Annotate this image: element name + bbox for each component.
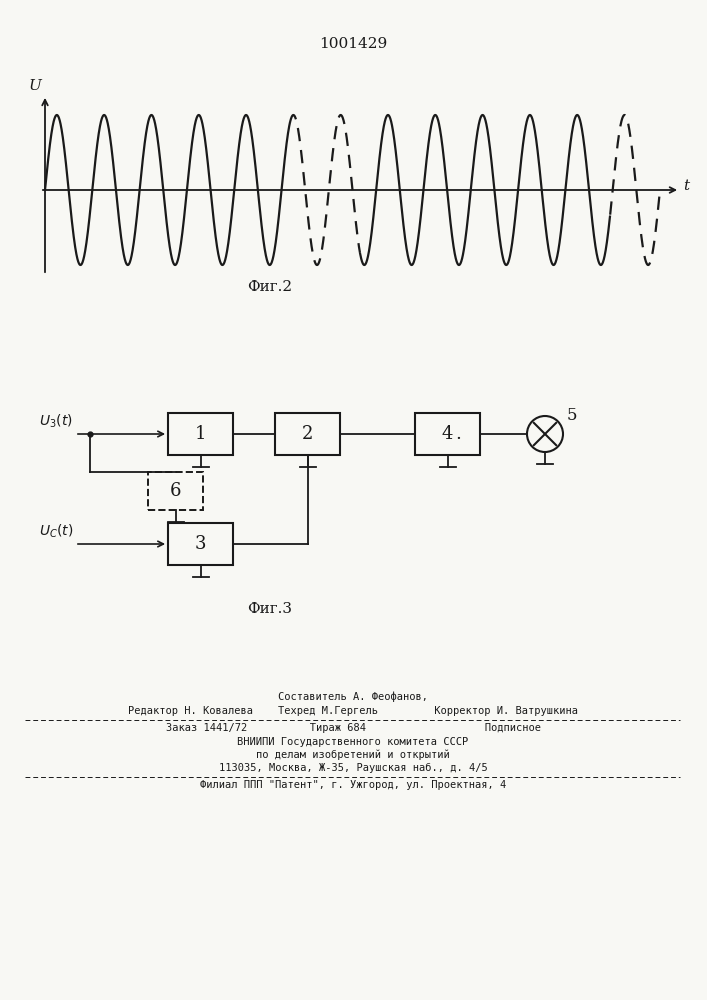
Text: 1: 1	[194, 425, 206, 443]
Text: Фиг.3: Фиг.3	[247, 602, 293, 616]
Text: U: U	[28, 79, 41, 93]
Text: Редактор Н. Ковалева    Техред М.Гергель         Корректор И. Ватрушкина: Редактор Н. Ковалева Техред М.Гергель Ко…	[128, 706, 578, 716]
Bar	[168, 413, 233, 455]
Bar	[148, 472, 203, 510]
Text: Составитель А. Феофанов,: Составитель А. Феофанов,	[278, 692, 428, 702]
Text: $U_3(t)$: $U_3(t)$	[39, 413, 73, 430]
Text: ВНИИПИ Государственного комитета СССР: ВНИИПИ Государственного комитета СССР	[238, 737, 469, 747]
Bar	[168, 523, 233, 565]
Text: 113035, Москва, Ж-35, Раушская наб., д. 4/5: 113035, Москва, Ж-35, Раушская наб., д. …	[218, 763, 487, 773]
Bar	[415, 413, 480, 455]
Text: t: t	[683, 179, 689, 193]
Text: $U_C(t)$: $U_C(t)$	[39, 523, 73, 540]
Text: 1001429: 1001429	[319, 37, 387, 51]
Text: 5: 5	[567, 408, 578, 424]
Text: 3: 3	[194, 535, 206, 553]
Bar	[275, 413, 340, 455]
Text: 4: 4	[442, 425, 453, 443]
Text: Фиг.2: Фиг.2	[247, 280, 293, 294]
Text: .: .	[455, 425, 462, 443]
Text: 2: 2	[302, 425, 313, 443]
Text: Филиал ППП "Патент", г. Ужгород, ул. Проектная, 4: Филиал ППП "Патент", г. Ужгород, ул. Про…	[200, 780, 506, 790]
Text: Заказ 1441/72          Тираж 684                   Подписное: Заказ 1441/72 Тираж 684 Подписное	[165, 723, 540, 733]
Text: по делам изобретений и открытий: по делам изобретений и открытий	[256, 750, 450, 760]
Text: 6: 6	[170, 482, 181, 500]
